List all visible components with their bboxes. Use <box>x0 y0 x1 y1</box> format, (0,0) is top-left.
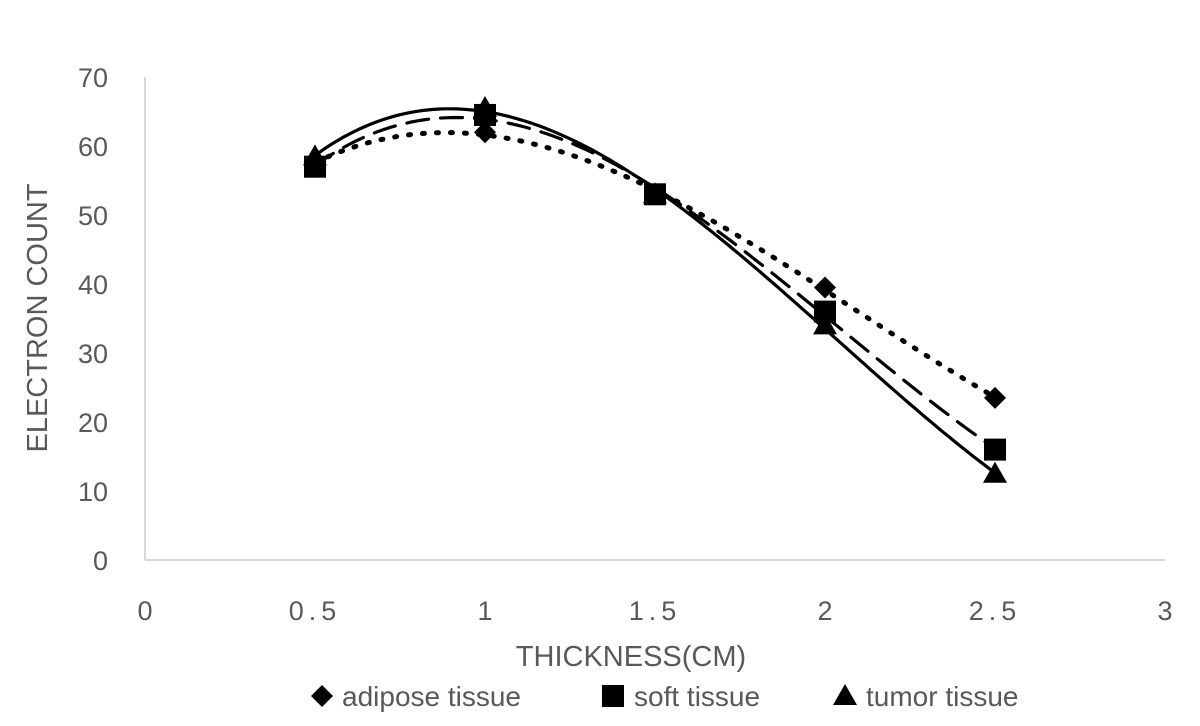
y-tick-label: 60 <box>78 132 108 162</box>
data-point-triangle <box>983 461 1007 483</box>
legend-label: soft tissue <box>634 681 760 712</box>
x-tick-label: 0 <box>137 596 152 626</box>
y-tick-label: 0 <box>93 546 108 576</box>
x-tick-label: 1.5 <box>629 596 682 626</box>
x-tick-label: 3 <box>1157 596 1172 626</box>
y-tick-label: 30 <box>78 339 108 369</box>
data-point-diamond <box>474 121 496 144</box>
trendline-diamond <box>312 130 998 400</box>
legend-label: adipose tissue <box>342 681 521 712</box>
legend-label: tumor tissue <box>866 681 1019 712</box>
y-axis-title: ELECTRON COUNT <box>22 183 54 452</box>
trendline-square <box>313 115 997 451</box>
data-point-square <box>984 438 1006 461</box>
data-markers <box>303 96 1007 483</box>
legend-marker-square <box>602 685 624 707</box>
y-tick-label: 50 <box>78 201 108 231</box>
legend: adipose tissue soft tissue tumor tissue <box>311 681 1019 712</box>
x-tick-label: 0.5 <box>289 596 342 626</box>
trendline-triangle <box>313 107 997 475</box>
y-tick-label: 70 <box>78 63 108 93</box>
legend-marker-triangle <box>833 684 857 705</box>
trendlines <box>312 107 998 475</box>
y-tick-label: 10 <box>78 477 108 507</box>
data-point-triangle <box>473 96 497 118</box>
y-tick-label: 20 <box>78 408 108 438</box>
data-point-diamond <box>984 386 1006 409</box>
x-tick-label: 1 <box>477 596 492 626</box>
axes <box>144 77 1165 561</box>
x-tick-label: 2.5 <box>969 596 1022 626</box>
data-point-triangle <box>813 313 837 335</box>
legend-marker-diamond <box>311 685 333 707</box>
data-point-diamond <box>814 276 836 299</box>
data-point-triangle <box>303 144 327 166</box>
x-tick-label: 2 <box>817 596 832 626</box>
x-axis-title: THICKNESS(CM) <box>516 641 746 673</box>
data-point-square <box>814 300 836 323</box>
y-tick-label: 40 <box>78 270 108 300</box>
data-point-triangle <box>643 182 667 204</box>
